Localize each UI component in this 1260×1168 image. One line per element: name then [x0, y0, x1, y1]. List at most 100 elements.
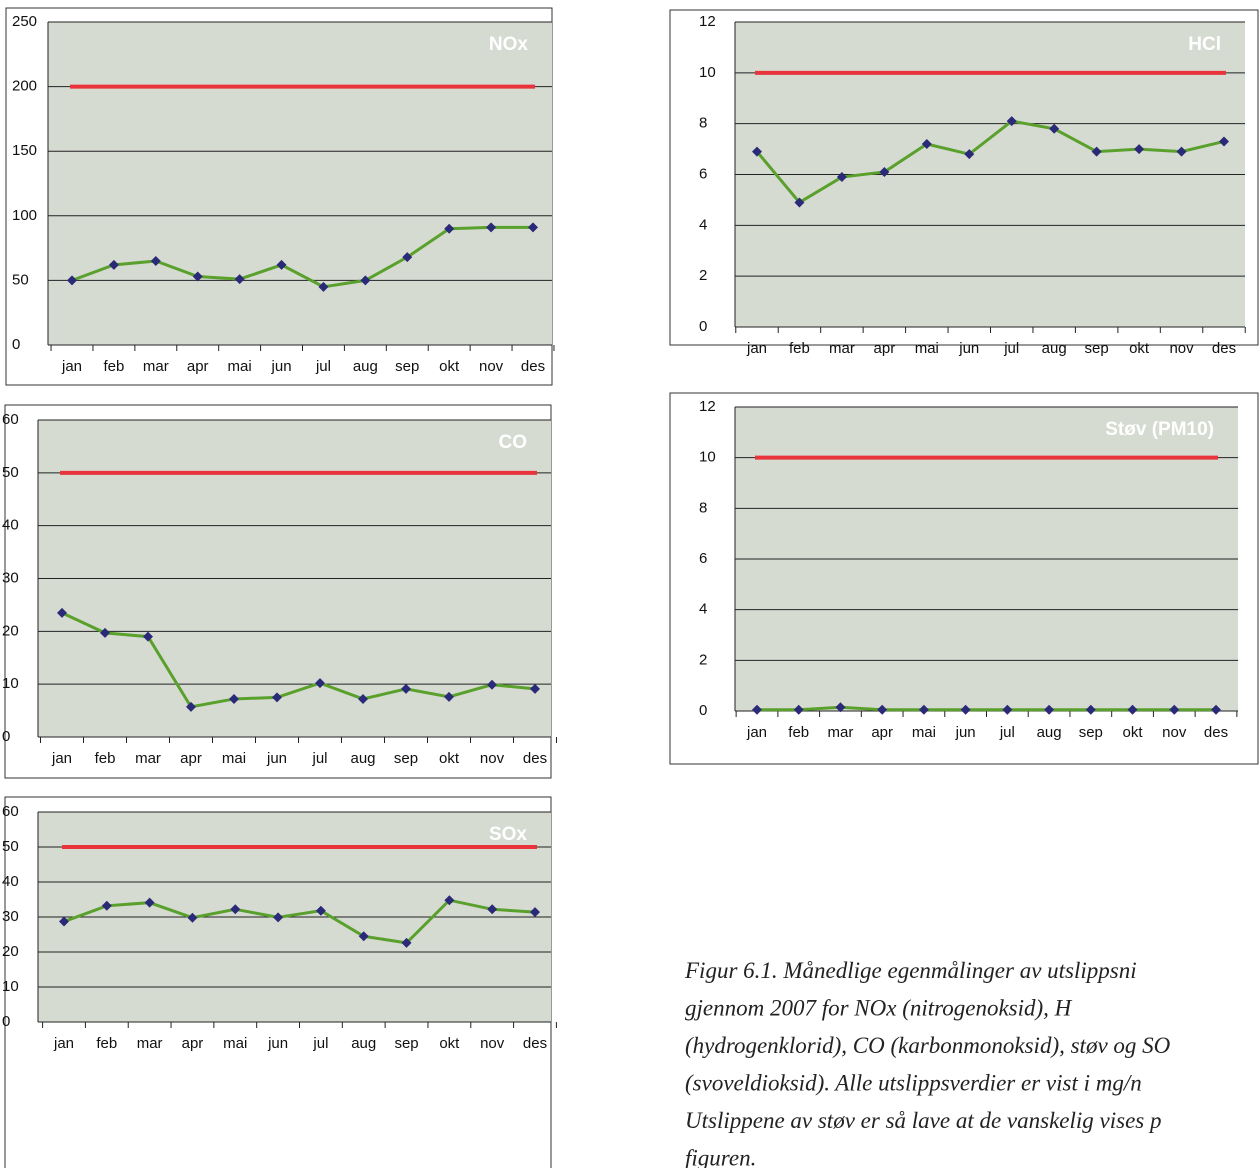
caption-line: Figur 6.1. Månedlige egenmålinger av uts… [684, 958, 1137, 983]
chart-title: HCl [1188, 34, 1221, 55]
x-tick-label: aug [351, 1035, 376, 1052]
x-tick-label: mai [222, 750, 246, 767]
y-tick-label: 0 [2, 728, 10, 745]
data-point [530, 683, 540, 694]
data-point [143, 631, 153, 642]
data-point [921, 139, 932, 149]
y-tick-label: 40 [2, 873, 19, 890]
y-tick-label: 0 [2, 1013, 10, 1030]
y-tick-label: 2 [699, 651, 707, 668]
caption-line: (hydrogenklorid), CO (karbonmonoksid), s… [685, 1033, 1171, 1058]
y-tick-label: 150 [12, 142, 37, 159]
data-point [358, 931, 369, 942]
y-tick-label: 30 [2, 908, 19, 925]
data-point [1176, 146, 1187, 157]
y-tick-label: 6 [699, 165, 707, 182]
x-tick-label: mar [143, 358, 169, 375]
caption-line: figuren. [685, 1146, 756, 1168]
y-tick-label: 50 [12, 271, 29, 288]
y-tick-label: 60 [2, 803, 19, 820]
data-point [487, 679, 497, 690]
data-point [879, 166, 890, 177]
data-point [487, 904, 498, 915]
caption-line: Utslippene av støv er så lave at de vans… [685, 1108, 1162, 1133]
x-tick-label: mai [223, 1035, 247, 1052]
data-point [67, 275, 77, 286]
data-point [273, 912, 284, 923]
x-tick-label: nov [1169, 340, 1194, 357]
data-point [1219, 136, 1229, 147]
data-point [150, 256, 161, 267]
data-point [272, 692, 282, 703]
y-tick-label: 4 [699, 601, 707, 618]
x-tick-label: jul [999, 724, 1015, 741]
x-tick-label: mai [915, 340, 939, 357]
x-tick-label: aug [353, 358, 378, 375]
x-tick-label: feb [788, 724, 809, 741]
caption-line: (svoveldioksid). Alle utslippsverdier er… [685, 1071, 1142, 1096]
data-point [1091, 146, 1102, 157]
data-point [108, 259, 119, 270]
y-tick-label: 4 [699, 216, 707, 233]
y-tick-label: 8 [699, 499, 707, 516]
data-point [835, 702, 846, 713]
data-point [318, 281, 329, 292]
chart-title: CO [499, 432, 528, 453]
x-tick-label: sep [1085, 340, 1109, 357]
data-point [794, 197, 805, 208]
x-tick-label: jun [267, 1035, 288, 1052]
data-point [530, 907, 540, 918]
data-point [1169, 704, 1180, 715]
x-tick-label: mai [228, 358, 252, 375]
chart-title: SOx [489, 824, 527, 845]
x-tick-label: apr [182, 1035, 204, 1052]
series-line [71, 225, 533, 289]
y-tick-label: 100 [12, 207, 37, 224]
x-tick-label: apr [874, 340, 896, 357]
x-tick-label: jul [312, 1035, 328, 1052]
data-point [101, 900, 112, 911]
x-tick-label: feb [103, 358, 124, 375]
data-point [229, 693, 239, 704]
data-point [360, 275, 371, 286]
data-point [315, 905, 326, 916]
plot-area [48, 22, 552, 345]
y-tick-label: 10 [2, 675, 19, 692]
data-point [528, 222, 538, 233]
x-tick-label: jul [311, 750, 327, 767]
x-tick-label: nov [480, 1035, 505, 1052]
y-tick-label: 50 [2, 464, 19, 481]
y-tick-label: 12 [699, 398, 716, 415]
x-tick-label: nov [480, 750, 505, 767]
y-tick-label: 2 [699, 267, 707, 284]
x-tick-label: okt [439, 1035, 460, 1052]
data-point [276, 259, 287, 270]
x-tick-label: okt [439, 358, 460, 375]
x-tick-label: jun [958, 340, 979, 357]
x-tick-label: jan [746, 724, 767, 741]
data-point [1211, 704, 1221, 715]
data-point [401, 683, 411, 694]
x-tick-label: jun [266, 750, 287, 767]
x-tick-label: jan [51, 750, 72, 767]
data-point [1006, 116, 1017, 127]
y-tick-label: 250 [12, 13, 37, 30]
x-tick-label: feb [789, 340, 810, 357]
y-tick-label: 20 [2, 943, 19, 960]
data-point [1127, 704, 1138, 715]
data-point [59, 916, 69, 927]
x-tick-label: jun [955, 724, 976, 741]
data-point [234, 274, 245, 285]
x-tick-label: des [521, 358, 545, 375]
data-point [402, 252, 413, 263]
x-tick-label: jan [53, 1035, 74, 1052]
data-point [1049, 123, 1060, 134]
x-tick-label: mar [829, 340, 855, 357]
x-tick-label: mar [137, 1035, 163, 1052]
x-tick-label: okt [439, 750, 460, 767]
y-tick-label: 10 [2, 978, 19, 995]
series-line [755, 119, 1225, 205]
data-point [444, 895, 455, 906]
